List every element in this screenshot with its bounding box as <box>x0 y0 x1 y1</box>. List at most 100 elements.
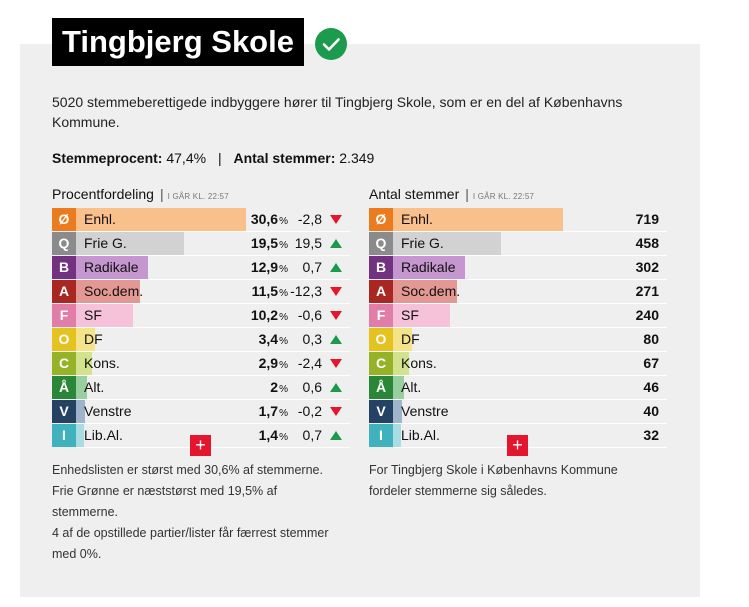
note-line: Enhedslisten er størst med 30,6% af stem… <box>52 463 323 477</box>
percent-value: 2% <box>270 376 288 401</box>
votes-note: For Tingbjerg Skole i Københavns Kommune… <box>369 460 667 502</box>
percent-unit: % <box>279 432 288 443</box>
party-letter: C <box>52 352 76 375</box>
row-divider <box>393 447 667 448</box>
turnout-label: Stemmeprocent: <box>52 150 163 166</box>
table-row: B Radikale 302 <box>369 256 667 280</box>
change-value: 0,7 <box>302 259 322 275</box>
change-value: 0,3 <box>302 331 322 347</box>
party-letter: A <box>369 280 393 303</box>
percent-heading-label: Procentfordeling <box>52 186 154 202</box>
percent-unit: % <box>279 264 288 275</box>
percent-number: 30,6 <box>250 211 279 227</box>
arrow-up-icon <box>330 263 342 272</box>
table-row: F SF 10,2% -0,6 <box>52 304 350 328</box>
percent-number: 11,5 <box>251 283 279 299</box>
party-name: SF <box>401 307 419 323</box>
arrow-down-icon <box>330 287 342 296</box>
party-letter: B <box>52 256 76 279</box>
party-name: DF <box>84 331 103 347</box>
percent-number: 19,5 <box>250 235 279 251</box>
table-row: Å Alt. 46 <box>369 376 667 400</box>
vote-count: 32 <box>643 427 659 443</box>
party-name: Kons. <box>84 355 120 371</box>
expand-percent-button[interactable]: + <box>190 435 211 456</box>
share-bar <box>393 352 409 375</box>
share-bar <box>76 256 148 279</box>
row-divider <box>393 399 667 400</box>
party-letter: Ø <box>369 208 393 231</box>
party-letter: Ø <box>52 208 76 231</box>
party-letter: F <box>52 304 76 327</box>
expand-votes-button[interactable]: + <box>507 435 528 456</box>
party-name: Lib.Al. <box>84 427 123 443</box>
row-divider <box>76 231 350 232</box>
party-letter: V <box>52 400 76 423</box>
change-value: -0,2 <box>297 403 322 419</box>
row-divider <box>393 255 667 256</box>
party-letter: C <box>369 352 393 375</box>
party-name: Radikale <box>401 259 456 275</box>
note-line: stemmerne. <box>52 505 118 519</box>
party-letter: I <box>52 424 76 447</box>
vote-count: 67 <box>643 355 659 371</box>
percent-table: Ø Enhl. 30,6% -2,8 Q Frie G. 19,5% 19,5 B Radikal… <box>52 208 350 448</box>
percent-value: 1,4% <box>259 424 288 449</box>
table-row: O DF 80 <box>369 328 667 352</box>
table-row: F SF 240 <box>369 304 667 328</box>
change-value: -2,8 <box>297 211 322 227</box>
row-divider <box>76 447 350 448</box>
vote-count: 80 <box>643 331 659 347</box>
party-letter: I <box>369 424 393 447</box>
row-divider <box>76 423 350 424</box>
divider: | <box>465 186 469 202</box>
arrow-up-icon <box>330 239 342 248</box>
percent-number: 2 <box>270 379 279 395</box>
results-panel <box>20 44 700 597</box>
percent-unit: % <box>279 288 288 299</box>
checkmark-circle-icon <box>315 28 347 60</box>
row-divider <box>76 327 350 328</box>
percent-number: 3,4 <box>258 331 279 347</box>
table-row: Ø Enhl. 30,6% -2,8 <box>52 208 350 232</box>
row-divider <box>393 231 667 232</box>
table-row: V Venstre 40 <box>369 400 667 424</box>
share-bar <box>393 424 401 447</box>
note-line: Frie Grønne er næststørst med 19,5% af <box>52 484 278 498</box>
party-letter: O <box>369 328 393 351</box>
row-divider <box>76 375 350 376</box>
party-name: Enhl. <box>84 211 116 227</box>
row-divider <box>76 255 350 256</box>
votes-heading-label: Antal stemmer <box>369 186 460 202</box>
table-row: Q Frie G. 19,5% 19,5 <box>52 232 350 256</box>
table-row: I Lib.Al. 1,4% 0,7 <box>52 424 350 448</box>
percent-unit: % <box>279 336 288 347</box>
party-name: Kons. <box>401 355 437 371</box>
vote-count: 40 <box>643 403 659 419</box>
table-row: B Radikale 12,9% 0,7 <box>52 256 350 280</box>
party-name: Alt. <box>84 379 105 395</box>
turnout-summary: Stemmeprocent: 47,4% | Antal stemmer: 2.… <box>52 150 374 166</box>
table-row: Ø Enhl. 719 <box>369 208 667 232</box>
change-value: 19,5 <box>294 235 322 251</box>
votes-label: Antal stemmer: <box>233 150 336 166</box>
share-bar <box>393 208 563 231</box>
change-value: -12,3 <box>290 283 322 299</box>
row-divider <box>76 399 350 400</box>
share-bar <box>76 208 246 231</box>
arrow-down-icon <box>330 359 342 368</box>
table-row: I Lib.Al. 32 <box>369 424 667 448</box>
divider: | <box>217 150 222 166</box>
share-bar <box>393 304 450 327</box>
party-letter: Q <box>52 232 76 255</box>
percent-number: 12,9 <box>250 259 279 275</box>
percent-heading: Procentfordeling | I GÅR KL. 22:57 <box>52 186 229 202</box>
percent-value: 2,9% <box>259 352 288 377</box>
share-bar <box>76 424 84 447</box>
percent-value: 12,9% <box>251 256 288 281</box>
share-bar <box>76 304 133 327</box>
row-divider <box>393 351 667 352</box>
percent-unit: % <box>279 408 288 419</box>
change-value: -2,4 <box>297 355 322 371</box>
percent-number: 1,7 <box>258 403 279 419</box>
